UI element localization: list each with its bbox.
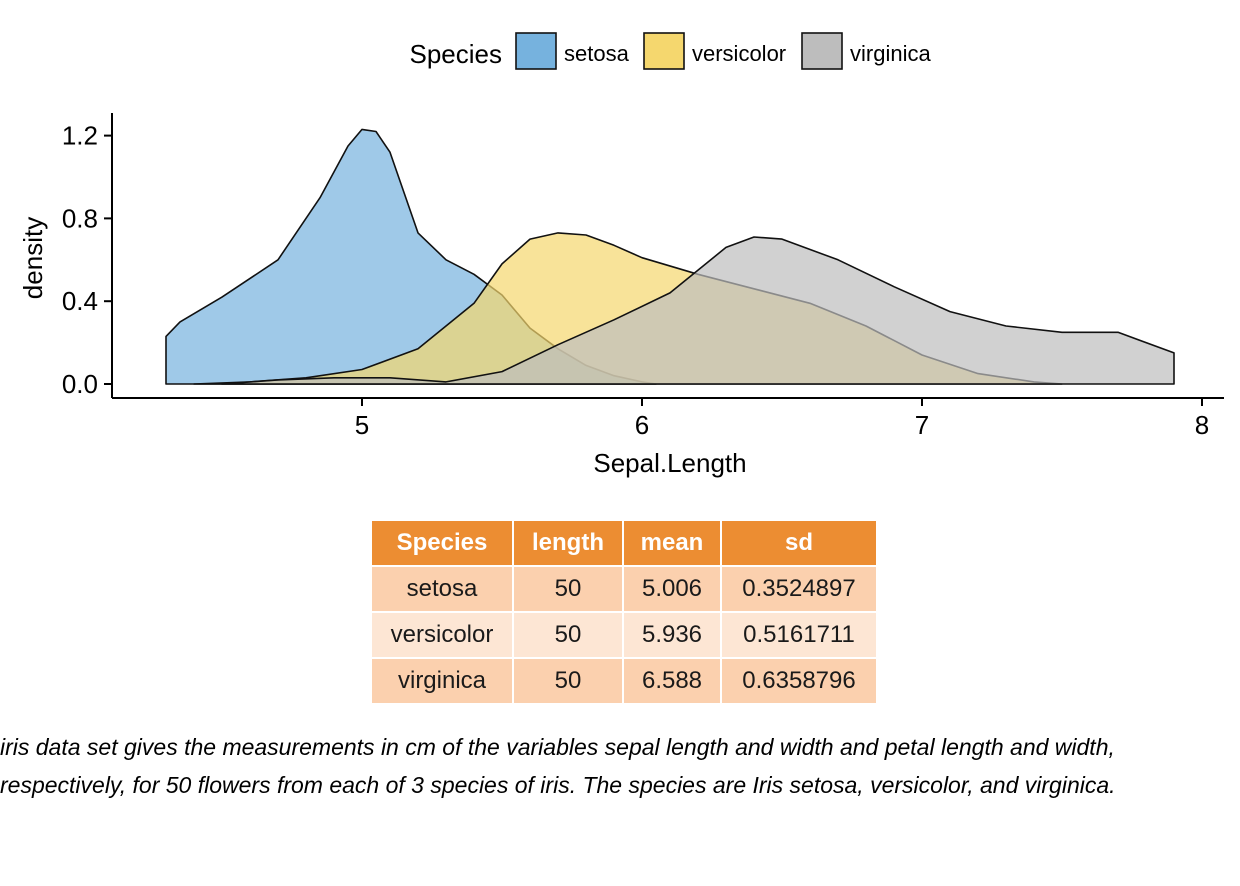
cell-sd: 0.6358796 [720, 657, 878, 705]
cell-species: setosa [370, 565, 514, 613]
cell-length: 50 [512, 611, 624, 659]
x-tick-label: 8 [1195, 410, 1209, 440]
summary-table: Species length mean sd setosa 50 5.006 0… [370, 519, 878, 705]
y-axis-label: density [18, 217, 48, 299]
header-species: Species [370, 519, 514, 567]
x-tick-label: 7 [915, 410, 929, 440]
table-row: virginica 50 6.588 0.6358796 [370, 657, 878, 705]
density-chart: Species setosa versicolor virginica 5 6 7 8 0… [18, 32, 1224, 478]
density-area-virginica [221, 236, 1175, 385]
y-ticks: 0.0 0.4 0.8 1.2 [62, 121, 112, 399]
x-tick-label: 5 [355, 410, 369, 440]
y-tick-label: 0.4 [62, 286, 98, 316]
y-tick-label: 1.2 [62, 121, 98, 151]
header-sd: sd [720, 519, 878, 567]
legend-items: setosa versicolor virginica [515, 32, 931, 70]
x-axis-label: Sepal.Length [593, 448, 746, 478]
cell-species: virginica [370, 657, 514, 705]
cell-length: 50 [512, 657, 624, 705]
header-mean: mean [622, 519, 722, 567]
legend-title: Species [410, 39, 503, 69]
cell-species: versicolor [370, 611, 514, 659]
caption-text: iris data set gives the measurements in … [0, 734, 1116, 798]
y-tick-label: 0.0 [62, 369, 98, 399]
x-ticks: 5 6 7 8 [355, 398, 1209, 440]
legend-label-setosa: setosa [564, 41, 630, 66]
x-tick-label: 6 [635, 410, 649, 440]
summary-table-wrap: Species length mean sd setosa 50 5.006 0… [370, 519, 878, 705]
density-areas [165, 128, 1175, 385]
cell-mean: 5.936 [622, 611, 722, 659]
y-tick-label: 0.8 [62, 203, 98, 233]
cell-sd: 0.3524897 [720, 565, 878, 613]
header-length: length [512, 519, 624, 567]
legend: Species setosa versicolor virginica [410, 32, 931, 70]
table-header-row: Species length mean sd [370, 519, 878, 567]
cell-length: 50 [512, 565, 624, 613]
cell-mean: 5.006 [622, 565, 722, 613]
legend-key-setosa [515, 32, 557, 70]
table-row: versicolor 50 5.936 0.5161711 [370, 611, 878, 659]
legend-key-versicolor [643, 32, 685, 70]
cell-sd: 0.5161711 [720, 611, 878, 659]
table-row: setosa 50 5.006 0.3524897 [370, 565, 878, 613]
axes: 5 6 7 8 0.0 0.4 0.8 1.2 Sepal.Length density [18, 113, 1224, 478]
legend-label-versicolor: versicolor [692, 41, 786, 66]
legend-label-virginica: virginica [850, 41, 931, 66]
cell-mean: 6.588 [622, 657, 722, 705]
legend-key-virginica [801, 32, 843, 70]
